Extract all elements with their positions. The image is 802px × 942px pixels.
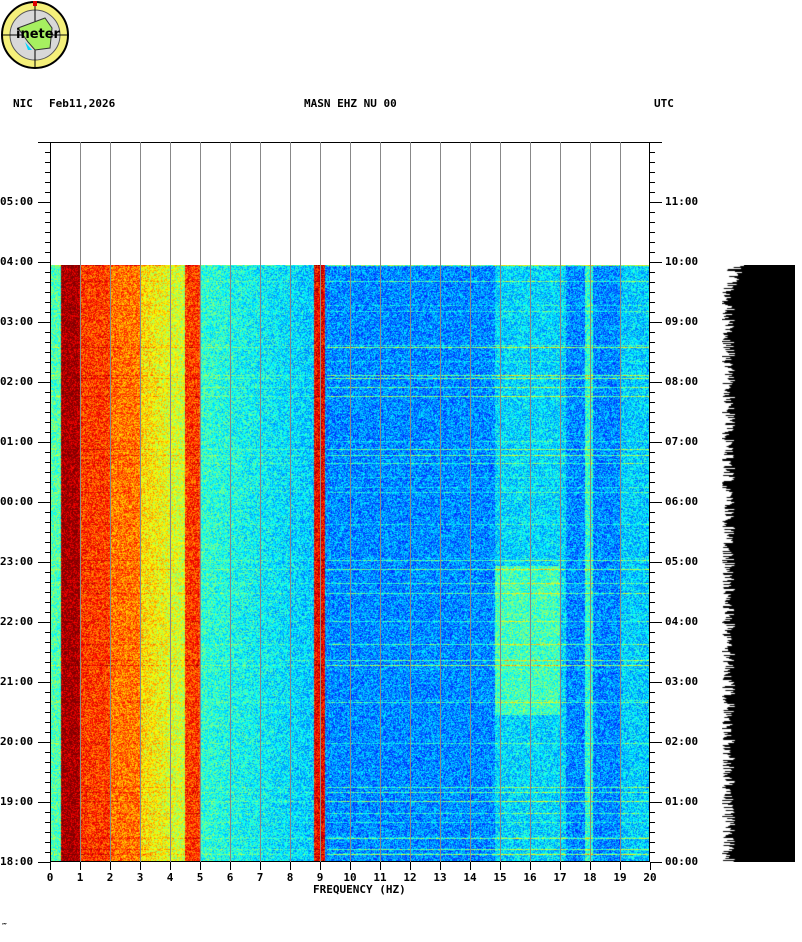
y-tick-label-left: 21:00 [0,675,34,688]
x-tick-label: 11 [373,871,387,884]
y-tick-label-right: 06:00 [665,495,699,508]
y-tick-label-left: 02:00 [0,375,34,388]
x-tick-label: 14 [463,871,477,884]
ineter-logo: ineter [1,1,69,69]
x-tick-label: 7 [256,871,264,884]
x-tick-label: 8 [286,871,294,884]
amplitude-trace [722,265,795,862]
y-tick-label-right: 07:00 [665,435,699,448]
y-tick-label-right: 05:00 [665,555,699,568]
network-label: NIC [13,97,33,110]
y-tick-label-left: 04:00 [0,255,34,268]
x-tick-label: 18 [583,871,597,884]
y-tick-label-left: 01:00 [0,435,34,448]
y-tick-label-right: 09:00 [665,315,699,328]
x-tick-label: 12 [403,871,417,884]
y-tick-label-right: 04:00 [665,615,699,628]
y-tick-label-right: 11:00 [665,195,699,208]
x-tick-label: 15 [493,871,507,884]
svg-text:ineter: ineter [16,27,61,42]
x-tick-label: 4 [166,871,174,884]
x-tick-label: 2 [106,871,114,884]
y-tick-label-left: 20:00 [0,735,34,748]
y-tick-label-left: 05:00 [0,195,34,208]
x-tick-label: 20 [643,871,657,884]
y-tick-label-right: 01:00 [665,795,699,808]
x-tick-label: 9 [316,871,324,884]
x-tick-label: 19 [613,871,627,884]
x-tick-label: 3 [136,871,144,884]
x-tick-label: 17 [553,871,567,884]
y-tick-label-left: 23:00 [0,555,34,568]
y-tick-label-left: 00:00 [0,495,34,508]
y-tick-label-right: 02:00 [665,735,699,748]
y-tick-label-right: 08:00 [665,375,699,388]
x-tick-label: 0 [46,871,54,884]
x-tick-label: 13 [433,871,447,884]
date-label: Feb11,2026 [49,97,116,110]
y-tick-label-right: 10:00 [665,255,699,268]
x-tick-label: 10 [343,871,357,884]
y-tick-label-right: 03:00 [665,675,699,688]
y-tick-label-left: 22:00 [0,615,34,628]
y-tick-label-left: 19:00 [0,795,34,808]
footer-mark: ‴ [2,922,7,931]
x-tick-label: 6 [226,871,234,884]
channel-label: MASN EHZ NU 00 [304,97,397,110]
x-tick-label: 1 [76,871,84,884]
x-tick-label: 16 [523,871,537,884]
y-tick-label-right: 00:00 [665,855,699,868]
x-tick-label: 5 [196,871,204,884]
timezone-label: UTC [654,97,674,110]
y-tick-label-left: 03:00 [0,315,34,328]
x-axis-label: FREQUENCY (HZ) [313,883,406,896]
y-tick-label-left: 18:00 [0,855,34,868]
